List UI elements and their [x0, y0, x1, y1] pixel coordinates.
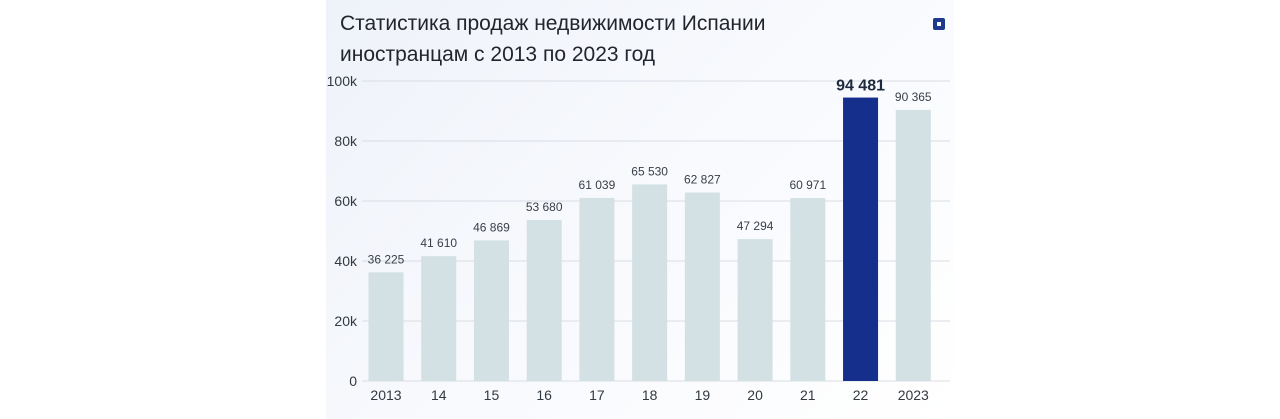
bar	[421, 256, 457, 381]
data-label: 46 869	[473, 220, 510, 234]
x-tick-label: 16	[536, 387, 552, 403]
bar	[684, 192, 720, 381]
bar	[579, 197, 615, 381]
data-label: 94 481	[836, 78, 885, 95]
bar	[843, 97, 879, 381]
x-tick-label: 17	[589, 387, 605, 403]
y-tick-label: 80k	[334, 133, 358, 149]
bar	[526, 219, 562, 381]
x-tick-label: 21	[800, 387, 816, 403]
bar	[473, 240, 509, 381]
bar	[632, 184, 668, 381]
data-label: 90 365	[895, 90, 932, 104]
x-tick-label: 18	[642, 387, 658, 403]
x-tick-label: 22	[853, 387, 869, 403]
bar	[895, 109, 931, 381]
y-tick-label: 100k	[327, 73, 358, 89]
data-label: 61 039	[579, 178, 616, 192]
chart-title: Статистика продаж недвижимости Испании и…	[340, 12, 766, 66]
bar	[368, 272, 404, 381]
x-tick-label: 19	[695, 387, 711, 403]
square-menu-icon[interactable]	[933, 18, 945, 30]
y-tick-label: 40k	[334, 253, 358, 269]
data-label: 53 680	[526, 200, 563, 214]
x-tick-label: 2023	[898, 387, 929, 403]
data-label: 60 971	[789, 178, 826, 192]
data-label: 36 225	[368, 252, 405, 266]
x-tick-label: 14	[431, 387, 447, 403]
y-tick-label: 60k	[334, 193, 358, 209]
y-tick-label: 20k	[334, 313, 358, 329]
y-tick-label: 0	[349, 373, 357, 389]
x-tick-label: 2013	[370, 387, 401, 403]
data-label: 41 610	[420, 236, 457, 250]
data-label: 65 530	[631, 164, 668, 178]
bar	[737, 239, 773, 381]
x-tick-label: 15	[484, 387, 500, 403]
bar	[790, 198, 826, 381]
data-label: 62 827	[684, 173, 721, 187]
data-label: 47 294	[737, 219, 774, 233]
x-tick-label: 20	[747, 387, 763, 403]
